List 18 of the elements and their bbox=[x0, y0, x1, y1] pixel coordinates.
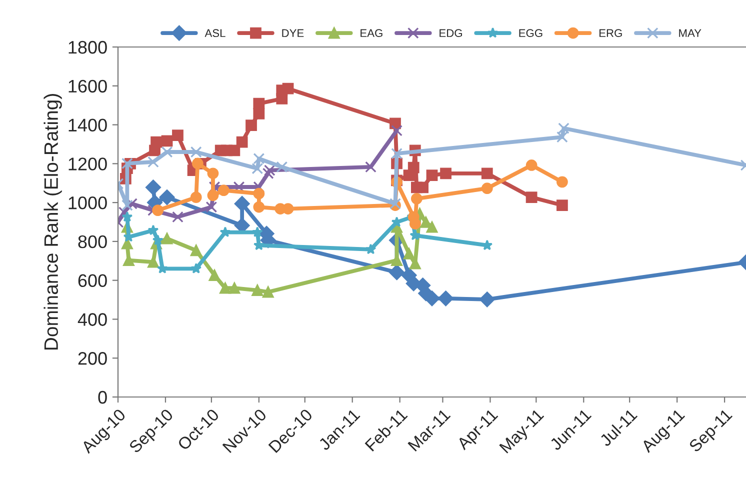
y-tick-label: 800 bbox=[78, 235, 107, 248]
y-tick-label: 1600 bbox=[68, 80, 107, 93]
y-tick-label: 400 bbox=[78, 313, 107, 326]
y-axis-title: Dominance Rank (Elo-Rating) bbox=[44, 94, 62, 350]
y-tick-label: 0 bbox=[98, 390, 107, 404]
legend-label: ASL bbox=[204, 29, 226, 38]
y-tick-label: 200 bbox=[78, 352, 107, 365]
y-tick-label: 1000 bbox=[68, 196, 107, 210]
legend-label: DYE bbox=[282, 29, 304, 37]
y-tick-label: 600 bbox=[78, 274, 107, 288]
legend-label: ERG bbox=[600, 29, 622, 38]
y-tick-label: 1400 bbox=[68, 118, 107, 132]
legend-label: EGG bbox=[519, 29, 542, 38]
legend-label: EDG bbox=[440, 29, 462, 38]
y-tick-label: 1800 bbox=[68, 40, 107, 54]
legend-label: EAG bbox=[360, 29, 382, 38]
y-tick-label: 1200 bbox=[68, 158, 107, 170]
legend-label: MAY bbox=[679, 29, 702, 37]
